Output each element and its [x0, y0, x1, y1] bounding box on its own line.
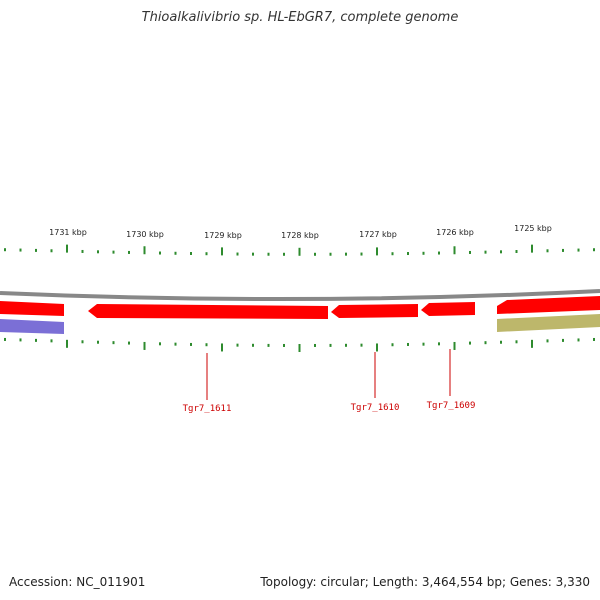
- gene-arrow-tgr7-1610[interactable]: [331, 304, 418, 318]
- olive-feature-track: [497, 314, 600, 332]
- genome-stats-text: Topology: circular; Length: 3,464,554 bp…: [260, 575, 590, 589]
- accession-text: Accession: NC_011901: [9, 575, 146, 589]
- gene-label-tgr7-1610[interactable]: Tgr7_1610: [351, 403, 400, 413]
- gene-arrow-right-partial: [497, 296, 600, 314]
- gene-track: [0, 296, 600, 319]
- tick-label-1726: 1726 kbp: [436, 228, 474, 237]
- genome-title: Thioalkalivibrio sp. HL-EbGR7, complete …: [141, 10, 459, 25]
- tick-label-1730: 1730 kbp: [126, 230, 164, 239]
- tick-label-1728: 1728 kbp: [281, 231, 319, 240]
- gene-arrow-tgr7-1611[interactable]: [88, 304, 328, 319]
- tick-label-1727: 1727 kbp: [359, 230, 397, 239]
- gene-labels: Tgr7_1611 Tgr7_1610 Tgr7_1609: [183, 349, 476, 414]
- outer-tick-marks: [4, 244, 595, 256]
- genome-backbone: [0, 289, 600, 302]
- tick-label-1729: 1729 kbp: [204, 231, 242, 240]
- gene-arrow-tgr7-1609[interactable]: [421, 302, 475, 316]
- gene-label-tgr7-1609[interactable]: Tgr7_1609: [427, 401, 476, 411]
- scale-labels: 1731 kbp 1730 kbp 1729 kbp 1728 kbp 1727…: [49, 224, 552, 240]
- inner-tick-marks: [4, 337, 595, 352]
- blue-feature-track: [0, 319, 64, 334]
- tick-label-1725: 1725 kbp: [514, 224, 552, 233]
- gene-label-tgr7-1611[interactable]: Tgr7_1611: [183, 404, 232, 414]
- gene-arrow-left-partial: [0, 301, 64, 316]
- tick-label-1731: 1731 kbp: [49, 228, 87, 237]
